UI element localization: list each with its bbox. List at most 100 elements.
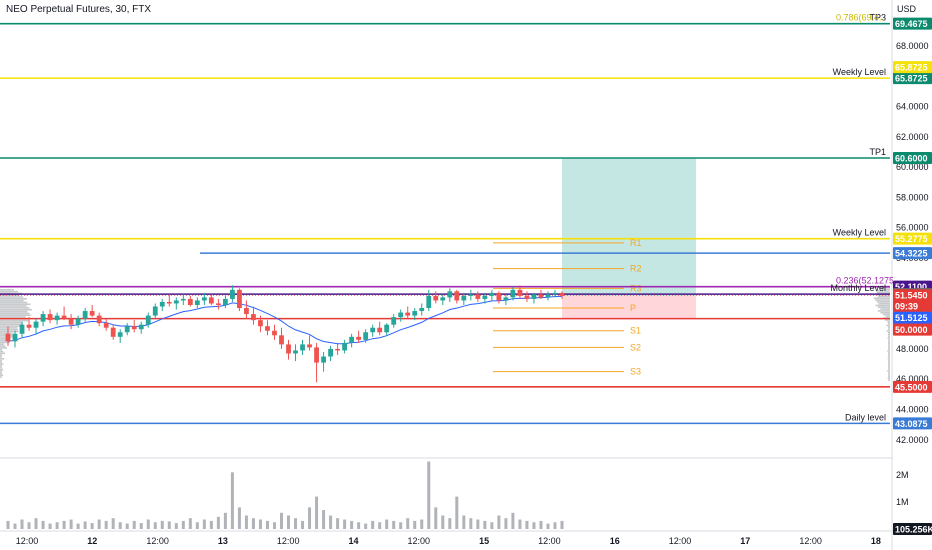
volume-bar <box>553 522 557 529</box>
candle-body <box>208 297 214 304</box>
candle-body <box>201 297 207 301</box>
position-target-zone[interactable] <box>562 158 696 296</box>
profile-bar-right <box>888 379 890 381</box>
volume-bar <box>55 522 59 529</box>
long-position-tool[interactable] <box>562 158 696 319</box>
profile-bar-left <box>0 352 6 355</box>
blue-level-line-tag-bg <box>893 247 932 260</box>
volume-bar <box>378 522 382 529</box>
profile-bar-right <box>876 290 890 292</box>
volume-bar <box>188 518 192 529</box>
profile-bar-left <box>0 359 2 362</box>
price-tag-yellow: 65.8725 <box>895 63 928 73</box>
candle-body <box>131 326 137 330</box>
candle-body <box>328 348 333 357</box>
candle-body <box>194 300 200 305</box>
volume-bar <box>483 520 487 529</box>
ema-line <box>7 295 563 345</box>
candle-body <box>300 344 305 351</box>
candle-body <box>68 318 74 325</box>
volume-bar <box>336 518 340 529</box>
volume-bar <box>76 523 80 529</box>
time-tick-label: 13 <box>218 536 228 546</box>
candle-body <box>524 295 530 299</box>
volume-bar <box>413 520 417 529</box>
weekly-level-line-label: Weekly Level <box>833 228 886 238</box>
candle-body <box>538 294 544 298</box>
volume-bar <box>62 520 66 529</box>
red-tag-2: 50.0000 <box>895 325 928 335</box>
candle-body <box>447 291 453 298</box>
candle-body <box>307 344 312 348</box>
candle-body <box>475 294 481 299</box>
profile-bar-right <box>888 361 890 363</box>
time-tick-label: 12:00 <box>538 536 561 546</box>
profile-bar-left <box>0 305 27 307</box>
profile-bar-right <box>887 370 890 372</box>
fib-label: 0.236(52.1275) <box>836 276 897 286</box>
candle-body <box>5 333 11 342</box>
candle-body <box>124 326 130 333</box>
volume-bar <box>406 518 410 529</box>
volume-bar <box>322 510 326 529</box>
moving-average <box>7 295 563 345</box>
candle-body <box>26 324 32 328</box>
candle-body <box>531 294 537 299</box>
time-tick-label: 16 <box>610 536 620 546</box>
stop-line-tag: 45.5000 <box>895 382 928 392</box>
volume-bar <box>420 519 424 529</box>
candle-body <box>335 348 340 351</box>
volume-bar <box>350 520 354 529</box>
price-tick-label: 48.0000 <box>896 344 929 354</box>
time-tick-label: 12:00 <box>669 536 692 546</box>
profile-bar-left <box>0 319 29 322</box>
profile-bar-right <box>888 359 890 361</box>
time-tick-label: 17 <box>740 536 750 546</box>
daily-level-line-tag: 43.0875 <box>895 419 928 429</box>
profile-bar-left <box>0 330 19 333</box>
red-tag-2-bg <box>893 323 932 336</box>
candle-body <box>187 298 193 305</box>
weekly-level-line-tag: 55.2775 <box>895 234 928 244</box>
profile-bar-right <box>888 364 890 367</box>
profile-bar-left <box>0 338 8 340</box>
tp3-line-label: TP3 <box>869 13 886 23</box>
volume-bar <box>265 520 269 529</box>
profile-bar-right <box>888 366 890 369</box>
volume-bar <box>497 515 501 529</box>
profile-bar-right <box>881 288 890 290</box>
profile-bar-right <box>886 330 890 332</box>
daily-level-line-label: Daily level <box>845 412 886 422</box>
profile-bar-left <box>0 367 2 369</box>
candle-body <box>258 320 263 327</box>
pivot-label-r3: R3 <box>630 283 642 293</box>
tp3-line-tag-bg <box>893 17 932 30</box>
profile-bar-left <box>0 310 28 313</box>
position-stop-zone[interactable] <box>562 295 696 319</box>
price-tick-label: 64.0000 <box>896 101 929 111</box>
volume-bar <box>6 520 10 529</box>
candle-body <box>377 327 383 333</box>
time-axis[interactable]: 12:00 12 12:00 13 12:00 14 12:00 15 12:00 16 12:00… <box>16 536 881 546</box>
profile-bar-left <box>0 356 2 358</box>
profile-bar-left <box>0 347 8 349</box>
volume-bar <box>97 519 101 529</box>
candle-body <box>166 301 172 304</box>
profile-bar-left <box>0 328 19 331</box>
profile-bar-left <box>0 376 2 378</box>
candle-body <box>230 289 235 299</box>
candle-body <box>215 303 221 305</box>
profile-bar-right <box>888 375 890 378</box>
pivot-label-s1: S1 <box>630 326 641 336</box>
candle-body <box>391 317 397 325</box>
volume-bar <box>357 522 361 529</box>
ma-price-tag: 51.5125 <box>895 313 928 323</box>
horizontal-levels[interactable]: TP3 Weekly Level TP1 Weekly Level Monthly Le… <box>0 13 897 425</box>
profile-bar-left <box>0 321 23 324</box>
profile-bar-left <box>0 339 9 342</box>
volume-bar <box>209 520 213 529</box>
profile-bar-left <box>0 374 4 376</box>
volume-bar <box>118 522 122 529</box>
volume-bar <box>511 512 515 529</box>
